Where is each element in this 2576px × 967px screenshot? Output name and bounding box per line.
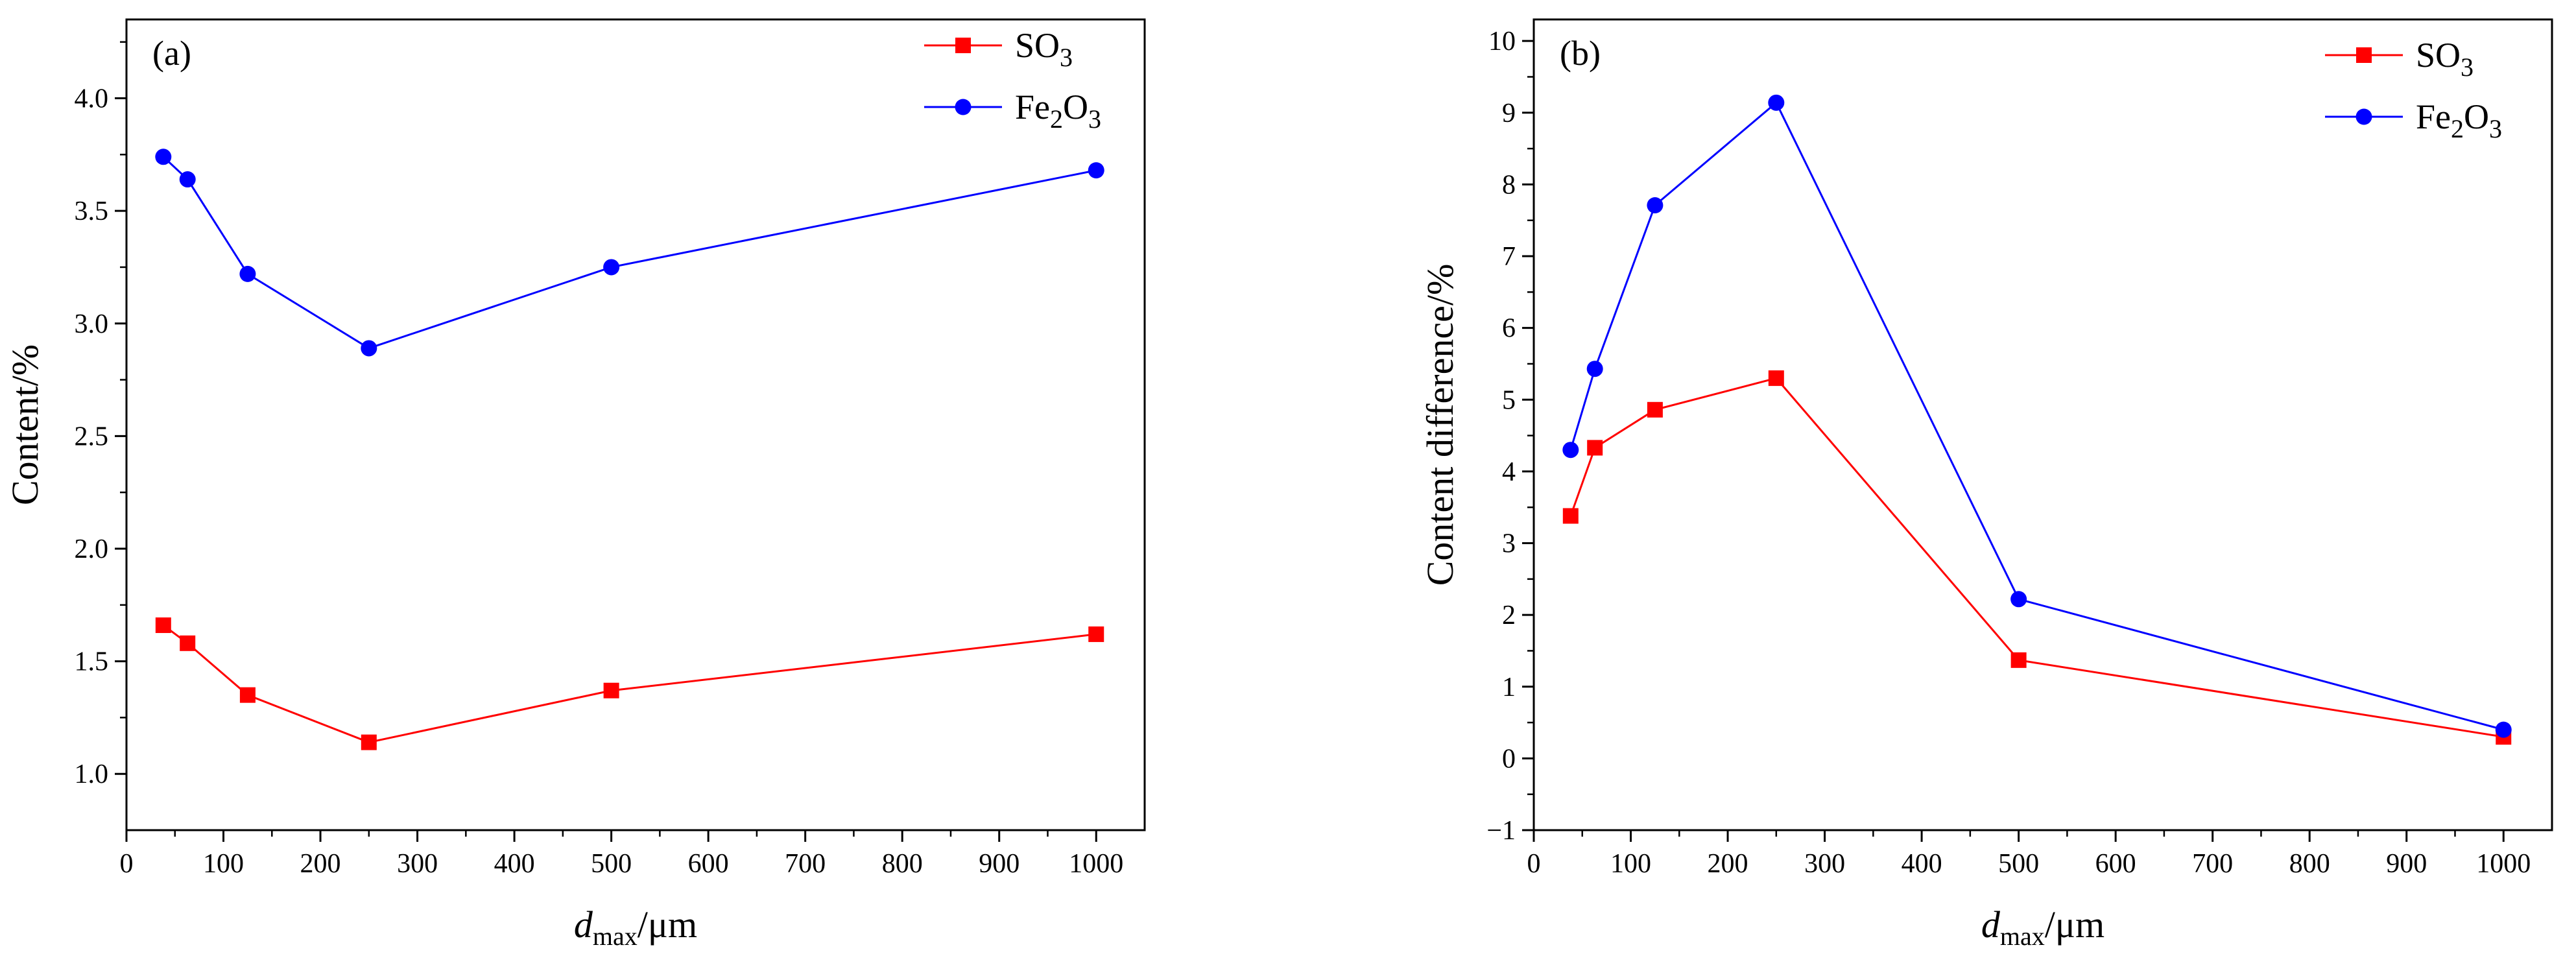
x-tick-label: 0 [1527,849,1541,879]
chart-panel-b: 0 100 200 300 400 500 600 700 800 900 1000 −1 0 1 2 3 4 5… [1419,18,2553,951]
x-axis-title-rest: /μm [638,903,697,946]
legend-label-Fe2O3: Fe2O3 [1015,88,1101,134]
x-axis-title: dmax/μm [574,903,697,951]
x-tick-label: 200 [1708,849,1748,879]
data-point-SO3 [1587,440,1603,456]
legend-marker-Fe2O3 [2355,108,2372,125]
y-tick-label: −1 [1486,816,1516,846]
y-tick-label: 5 [1502,385,1516,415]
data-point-SO3 [1562,508,1579,524]
legend-marker-SO3 [2356,47,2372,63]
y-tick-label: 1 [1502,673,1516,702]
data-point-SO3 [603,682,619,698]
legend-marker-SO3 [955,38,971,53]
x-axis-title-sub: max [593,922,638,951]
y-tick-label: 3.0 [75,309,109,339]
x-tick-label: 900 [2386,849,2427,879]
chart-panel-a: 0 100 200 300 400 500 600 700 800 900 1000 1.0 1.5 2.… [4,18,1146,951]
x-tick-label: 800 [882,849,923,879]
y-tick-label: 10 [1488,27,1516,56]
data-point-Fe2O3 [1088,162,1104,179]
series-line-SO3 [162,624,1097,744]
x-tick-label: 1000 [1069,849,1123,879]
y-tick-label: 4.0 [75,84,109,114]
x-tick-label: 100 [1610,849,1651,879]
y-tick-label: 6 [1502,314,1516,344]
y-tick-label: 3 [1502,529,1516,559]
legend-label-Fe2O3: Fe2O3 [2416,97,2502,143]
data-point-Fe2O3 [603,259,620,276]
data-point-SO3 [1768,370,1784,387]
data-point-SO3 [361,734,377,750]
data-point-SO3 [1088,626,1104,642]
x-tick-label: 500 [591,849,632,879]
data-point-Fe2O3 [2010,591,2027,608]
x-tick-label: 600 [2095,849,2136,879]
x-tick-label: 900 [979,849,1020,879]
plot-frame [125,18,1146,831]
x-tick-label: 1000 [2476,849,2531,879]
x-tick-label: 800 [2289,849,2330,879]
x-tick-label: 700 [785,849,826,879]
y-tick-label: 8 [1502,170,1516,200]
panel-label: (b) [1560,34,1601,73]
data-point-SO3 [239,687,256,703]
x-axis-title: dmax/μm [1981,903,2105,951]
data-point-SO3 [155,617,171,634]
y-tick-label: 1.5 [75,647,109,677]
y-tick-label: 7 [1502,242,1516,272]
y-axis-title: Content/% [4,344,46,505]
y-tick-label: 1.0 [75,759,109,789]
x-tick-label: 300 [397,849,438,879]
y-tick-label: 0 [1502,744,1516,774]
y-tick-label: 3.5 [75,197,109,226]
x-tick-label: 400 [1902,849,1942,879]
y-tick-label: 9 [1502,99,1516,128]
legend-label-SO3: SO3 [1015,26,1073,72]
x-tick-label: 200 [300,849,341,879]
data-point-SO3 [1647,401,1663,418]
x-tick-label: 400 [494,849,535,879]
x-tick-label: 100 [203,849,244,879]
data-point-Fe2O3 [361,340,377,357]
x-tick-label: 700 [2192,849,2233,879]
y-tick-label: 2 [1502,601,1516,630]
y-axis-title: Content difference/% [1419,264,1461,586]
x-axis-title-main: d [574,903,593,946]
data-point-SO3 [180,635,196,651]
x-axis-title-main: d [1981,903,2001,946]
data-point-Fe2O3 [239,265,256,282]
plot-frame [1532,18,2553,831]
legend-label-SO3: SO3 [2416,36,2474,82]
legend: SO3 Fe2O3 [924,26,1101,134]
y-tick-label: 4 [1502,457,1516,487]
data-point-Fe2O3 [1562,442,1579,459]
x-axis-title-sub: max [2000,922,2045,951]
series-line-SO3 [1569,377,2504,738]
data-point-Fe2O3 [1768,94,1785,111]
data-point-Fe2O3 [1647,197,1664,214]
y-tick-label: 2.0 [75,534,109,564]
x-tick-label: 600 [688,849,729,879]
legend: SO3 Fe2O3 [2325,36,2502,143]
data-point-Fe2O3 [1586,361,1603,377]
panel-label: (a) [152,34,191,73]
x-axis-title-rest: /μm [2045,903,2105,946]
data-point-Fe2O3 [179,171,196,188]
x-tick-label: 300 [1804,849,1845,879]
data-point-SO3 [2010,652,2027,668]
series-line-Fe2O3 [1569,101,2504,731]
data-point-Fe2O3 [155,149,172,165]
legend-marker-Fe2O3 [955,99,972,115]
x-tick-label: 500 [1998,849,2039,879]
data-point-Fe2O3 [2495,721,2512,738]
series-line-Fe2O3 [162,156,1097,350]
x-tick-label: 0 [120,849,134,879]
y-tick-label: 2.5 [75,422,109,451]
